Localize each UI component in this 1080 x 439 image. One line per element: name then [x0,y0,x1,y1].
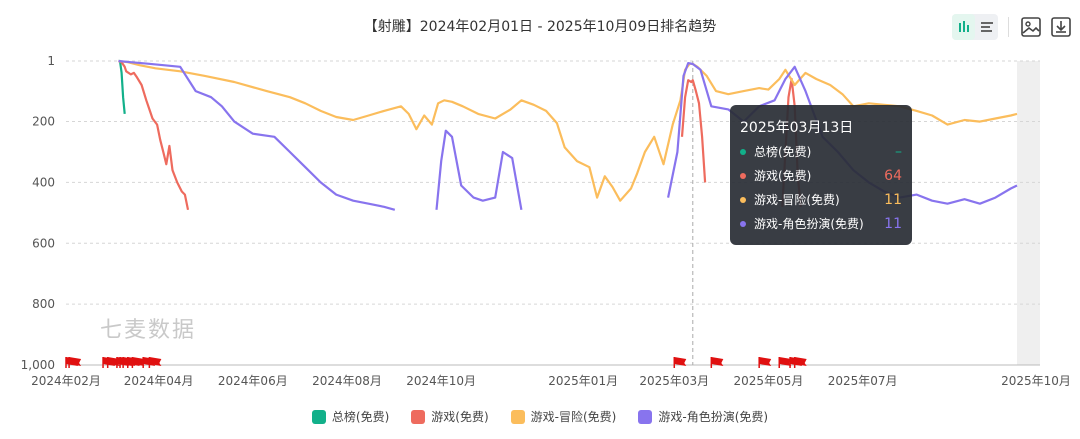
x-tick-label: 2024年04月 [124,374,194,388]
legend-item[interactable]: 游戏-冒险(免费) [510,408,617,425]
x-tick-label: 2025年07月 [828,374,898,388]
series-line [680,79,707,183]
legend-swatch [510,409,525,424]
series-line [435,129,523,210]
y-tick-label: 1,000 [21,358,55,372]
series-line [118,59,1018,202]
tooltip-date: 2025年03月13日 [740,120,854,136]
tooltip-value: – [895,143,902,160]
event-flags [65,357,807,368]
x-tick-label: 2025年10月 [1001,374,1071,388]
legend-item[interactable]: 游戏-角色扮演(免费) [638,408,768,425]
legend-item[interactable]: 总榜(免费) [311,408,390,425]
tooltip-value: 64 [884,167,902,184]
tooltip-row: 游戏-冒险(免费) 11 [740,191,902,208]
list-icon[interactable] [975,14,998,40]
series-lines [118,59,1018,211]
tooltip-label: 游戏(免费) [754,169,812,183]
tooltip-dot [740,172,746,179]
y-tick-label: 600 [32,236,55,250]
tooltip: 2025年03月13日 总榜(免费) – 游戏(免费) 64 游戏-冒险(免费)… [730,105,912,245]
event-flag[interactable] [131,357,145,368]
y-tick-label: 1 [47,54,55,68]
chart-title: 【射雕】2024年02月01日 - 2025年10月09日排名趋势 [363,19,717,35]
y-tick-label: 400 [32,175,55,189]
x-tick-label: 2025年05月 [734,374,804,388]
legend-label: 游戏-冒险(免费) [530,410,617,424]
x-tick-label: 2024年02月 [31,374,101,388]
tooltip-label: 游戏-角色扮演(免费) [754,217,864,231]
series-line [118,59,126,115]
tooltip-dot [740,196,746,203]
event-flag[interactable] [148,357,162,368]
watermark: 七麦数据 [100,318,197,343]
x-tick-label: 2024年06月 [218,374,288,388]
x-axis: 2024年02月 2024年04月 2024年06月 2024年08月 2024年10月… [31,374,1071,388]
legend-label: 总榜(免费) [331,410,390,424]
tooltip-dot [740,220,746,227]
bar-chart-icon[interactable] [952,14,975,40]
tooltip-label: 游戏-冒险(免费) [754,193,840,207]
tooltip-row: 总榜(免费) – [740,143,902,160]
tooltip-value: 11 [884,191,902,208]
event-flag[interactable] [758,357,772,368]
legend-swatch [411,409,426,424]
legend-label: 游戏(免费) [431,410,489,424]
tooltip-value: 11 [884,215,902,232]
legend-item[interactable]: 游戏(免费) [411,408,489,425]
y-tick-label: 800 [32,297,55,311]
series-line [118,59,396,211]
event-flag[interactable] [68,357,82,368]
tooltip-label: 总榜(免费) [754,145,812,159]
x-tick-label: 2025年01月 [548,374,618,388]
legend-swatch [638,409,653,424]
tooltip-row: 游戏-角色扮演(免费) 11 [740,215,902,232]
x-tick-label: 2024年10月 [406,374,476,388]
y-axis: 1 200 400 600 800 1,000 [21,54,55,372]
y-tick-label: 200 [32,115,55,129]
toolbar-divider [1008,17,1009,37]
future-shade [1017,61,1040,365]
tooltip-dot [740,148,746,155]
download-icon[interactable] [1048,14,1074,40]
tooltip-row: 游戏(免费) 64 [740,167,902,184]
legend: 总榜(免费) 游戏(免费) 游戏-冒险(免费) 游戏-角色扮演(免费) [0,408,1080,425]
image-icon[interactable] [1018,14,1044,40]
event-flag[interactable] [710,357,724,368]
series-line [118,59,190,211]
x-tick-label: 2025年03月 [639,374,709,388]
event-flag[interactable] [793,357,807,368]
event-flag[interactable] [778,357,792,368]
view-toggle[interactable] [952,14,998,40]
legend-label: 游戏-角色扮演(免费) [658,410,769,424]
x-tick-label: 2024年08月 [312,374,382,388]
legend-swatch [311,409,326,424]
event-flag[interactable] [673,357,687,368]
